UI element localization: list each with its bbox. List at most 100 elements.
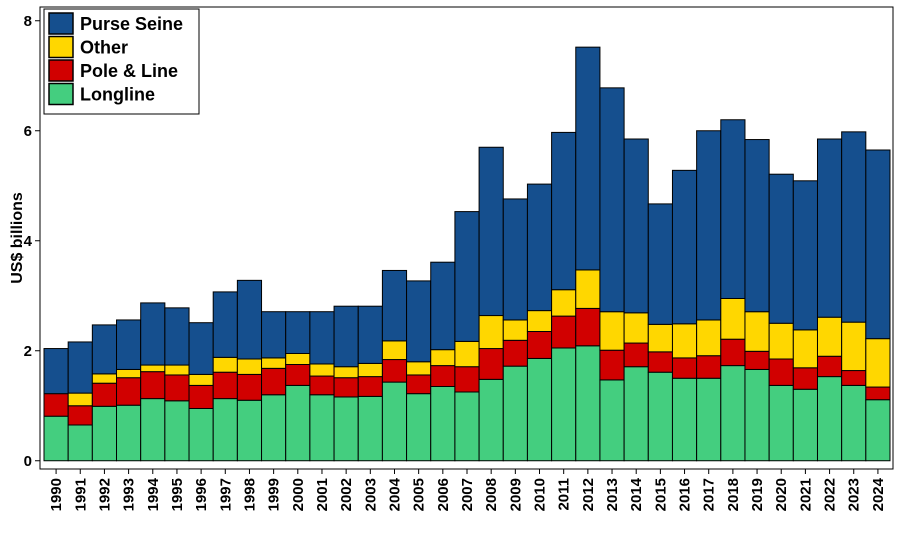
- bar-other-1992: [91, 373, 118, 384]
- bar-longline-2002: [333, 396, 359, 462]
- bar-purse-seine-2015: [647, 203, 673, 325]
- x-tick-label-2011: 2011: [556, 478, 573, 511]
- bar-other-2010: [526, 310, 553, 333]
- bar-other-2016: [671, 323, 698, 359]
- bar-purse-seine-2004: [381, 269, 408, 342]
- x-tick-label-2022: 2022: [822, 478, 839, 511]
- bar-longline-2015: [647, 371, 673, 462]
- bar-longline-1991: [67, 424, 93, 462]
- legend-swatch-purse-seine: [48, 12, 74, 35]
- x-tick-label-2017: 2017: [701, 478, 718, 511]
- bar-longline-2000: [285, 384, 311, 462]
- x-tick-label-1996: 1996: [193, 478, 210, 511]
- bar-longline-1993: [116, 404, 142, 462]
- bar-other-1991: [67, 392, 93, 407]
- bar-longline-2020: [768, 384, 794, 462]
- bar-pole-line-2013: [599, 349, 625, 381]
- bar-longline-2018: [720, 365, 746, 462]
- y-axis: 0 2 4 6 8: [24, 13, 40, 470]
- bar-other-1995: [164, 364, 190, 376]
- bar-longline-2023: [841, 384, 867, 462]
- bar-longline-2010: [526, 357, 553, 462]
- bar-longline-2022: [816, 376, 843, 462]
- bar-other-2001: [309, 363, 335, 377]
- legend-label-pole-line: Pole & Line: [80, 61, 178, 81]
- bar-purse-seine-2019: [744, 139, 770, 313]
- bar-purse-seine-2024: [865, 149, 891, 340]
- bar-purse-seine-2008: [478, 146, 504, 317]
- bar-pole-line-2017: [696, 355, 722, 379]
- bar-other-2009: [502, 319, 528, 341]
- x-tick-label-2012: 2012: [580, 478, 597, 511]
- bar-pole-line-2005: [406, 374, 432, 395]
- bar-pole-line-1992: [91, 382, 118, 407]
- bar-purse-seine-2007: [454, 211, 480, 342]
- x-tick-label-2003: 2003: [362, 478, 379, 511]
- bar-other-2012: [575, 269, 601, 309]
- bar-pole-line-2023: [841, 370, 867, 386]
- bar-pole-line-2014: [623, 342, 649, 368]
- bar-longline-1997: [212, 398, 238, 462]
- bar-pole-line-1998: [236, 373, 263, 401]
- bar-pole-line-1991: [67, 405, 93, 426]
- x-tick-label-2013: 2013: [604, 478, 621, 511]
- bar-other-2006: [430, 349, 456, 367]
- bar-other-2015: [647, 323, 673, 353]
- bar-pole-line-1994: [140, 371, 166, 400]
- x-tick-label-2018: 2018: [725, 478, 742, 511]
- bar-other-2007: [454, 340, 480, 368]
- x-tick-label-2007: 2007: [459, 478, 476, 511]
- bar-pole-line-2009: [502, 339, 528, 367]
- bar-pole-line-1997: [212, 371, 238, 400]
- bar-longline-2004: [381, 381, 408, 462]
- bar-purse-seine-2010: [526, 183, 553, 312]
- bar-longline-2008: [478, 378, 504, 462]
- bar-pole-line-2008: [478, 348, 504, 380]
- bar-other-2002: [333, 366, 359, 379]
- bar-longline-1994: [140, 398, 166, 462]
- bar-purse-seine-2012: [575, 46, 601, 271]
- bar-purse-seine-2003: [357, 305, 383, 364]
- bar-purse-seine-2000: [285, 311, 311, 355]
- bar-purse-seine-2021: [792, 180, 818, 331]
- x-tick-label-2024: 2024: [870, 477, 887, 511]
- bar-pole-line-2003: [357, 376, 383, 397]
- bar-longline-2005: [406, 393, 432, 462]
- x-tick-label-2010: 2010: [532, 478, 549, 511]
- x-tick-label-1999: 1999: [266, 478, 283, 511]
- bar-purse-seine-2017: [696, 130, 722, 321]
- bar-pole-line-2016: [671, 357, 698, 379]
- bar-pole-line-2011: [551, 315, 577, 349]
- legend-label-other: Other: [80, 38, 128, 58]
- bar-purse-seine-2020: [768, 173, 794, 324]
- bar-longline-2024: [865, 399, 891, 462]
- bar-pole-line-2012: [575, 307, 601, 347]
- bar-other-2004: [381, 340, 408, 361]
- bar-pole-line-2004: [381, 359, 408, 383]
- bar-pole-line-2021: [792, 367, 818, 390]
- bar-other-2013: [599, 311, 625, 351]
- bar-longline-2017: [696, 377, 722, 462]
- bar-purse-seine-1993: [116, 319, 142, 370]
- bar-longline-1992: [91, 405, 118, 462]
- bar-longline-2001: [309, 394, 335, 462]
- x-tick-label-2006: 2006: [435, 478, 452, 511]
- legend: Purse Seine Other Pole & Line Longline: [43, 8, 200, 115]
- bar-pole-line-2010: [526, 331, 553, 359]
- bar-longline-2013: [599, 379, 625, 462]
- bar-purse-seine-2013: [599, 87, 625, 313]
- bar-other-2022: [816, 316, 843, 357]
- bar-pole-line-2018: [720, 338, 746, 367]
- bar-purse-seine-1992: [91, 324, 118, 375]
- bar-purse-seine-1994: [140, 302, 166, 366]
- bar-longline-2011: [551, 347, 577, 462]
- bar-longline-1995: [164, 400, 190, 462]
- x-tick-label-1997: 1997: [217, 478, 234, 511]
- x-tick-label-1991: 1991: [72, 478, 89, 511]
- bar-pole-line-1990: [43, 393, 69, 417]
- x-tick-label-1995: 1995: [169, 478, 186, 511]
- bar-longline-2016: [671, 377, 698, 462]
- bar-purse-seine-1997: [212, 291, 238, 358]
- bar-longline-2009: [502, 365, 528, 462]
- bar-other-1999: [261, 357, 287, 369]
